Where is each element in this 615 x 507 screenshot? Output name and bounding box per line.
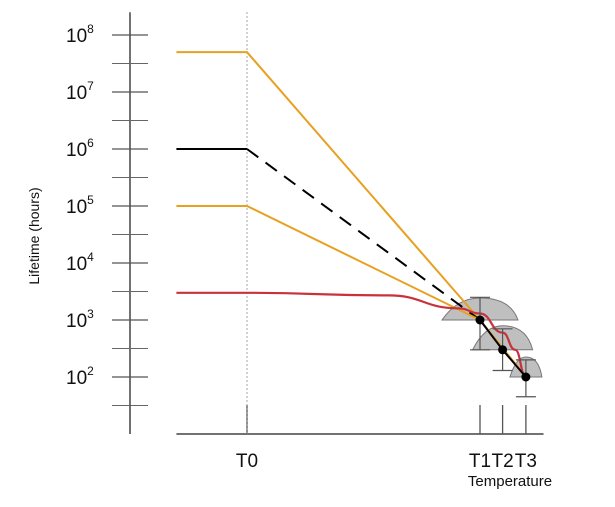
y-tick-base: 10 <box>66 197 87 218</box>
y-tick-exponent: 7 <box>87 79 94 93</box>
series-line-orange-solid <box>176 51 527 378</box>
series-line-black-dashed <box>246 148 481 321</box>
y-tick-label: 105 <box>66 193 94 218</box>
y-tick-base: 10 <box>66 83 87 104</box>
y-tick-exponent: 4 <box>87 250 94 264</box>
y-tick-exponent: 5 <box>87 193 94 207</box>
y-tick-label: 102 <box>66 364 94 389</box>
series-line-orange-solid <box>176 205 527 378</box>
x-axis-title: Temperature <box>468 473 552 490</box>
axes <box>112 12 544 435</box>
y-tick-exponent: 2 <box>87 364 94 378</box>
y-tick-exponent: 3 <box>87 307 94 321</box>
x-tick-label: T3 <box>515 451 537 472</box>
y-tick-base: 10 <box>66 140 87 161</box>
data-point <box>475 315 485 325</box>
y-tick-base: 10 <box>66 254 87 275</box>
series-lines <box>176 51 527 379</box>
y-tick-label: 106 <box>66 136 94 161</box>
x-tick-label: T1 <box>469 451 491 472</box>
data-point <box>521 372 531 382</box>
y-tick-label: 107 <box>66 79 94 104</box>
data-point <box>498 345 508 355</box>
y-axis-title: Lifetime (hours) <box>26 187 42 284</box>
data-points <box>475 315 531 382</box>
y-tick-base: 10 <box>66 26 87 47</box>
y-tick-base: 10 <box>66 368 87 389</box>
y-tick-label: 103 <box>66 307 94 332</box>
y-tick-base: 10 <box>66 311 87 332</box>
y-tick-label: 104 <box>66 250 94 275</box>
series-line-red-curve <box>176 291 527 379</box>
x-tick-label: T2 <box>492 451 514 472</box>
x-tick-label: T0 <box>236 451 258 472</box>
y-tick-exponent: 6 <box>87 136 94 150</box>
y-tick-label: 108 <box>66 22 94 47</box>
y-tick-exponent: 8 <box>87 22 94 36</box>
